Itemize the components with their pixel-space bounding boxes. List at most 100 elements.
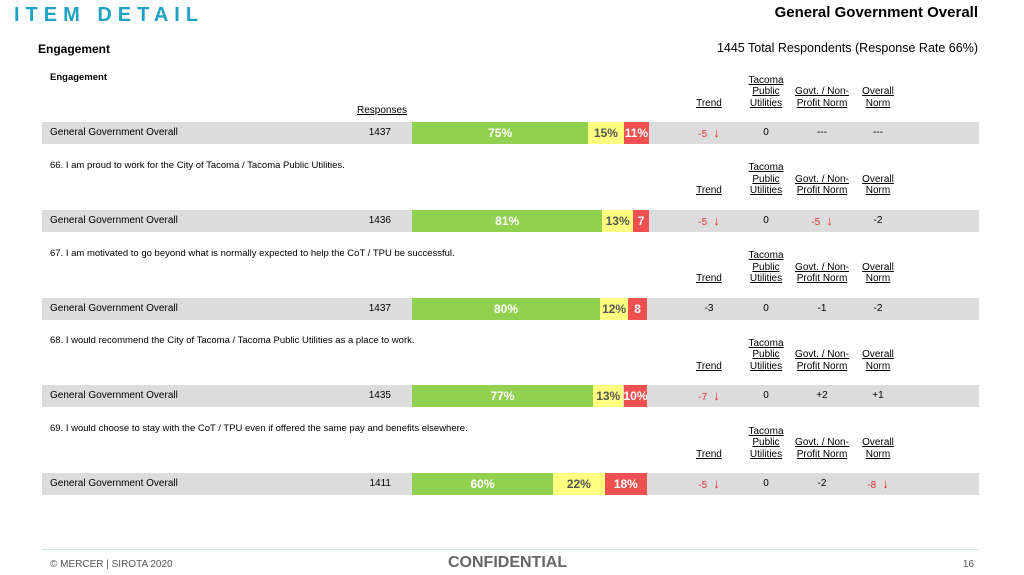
down-arrow: ↓ (826, 212, 833, 228)
bar-segment: 7 (632, 209, 650, 232)
bar-label: 60% (470, 477, 495, 492)
cell: -7 ↓ (679, 385, 739, 409)
bar-segment: 13% (592, 385, 624, 408)
bar-segment: 60% (412, 473, 553, 496)
cell-value: 0 (763, 302, 769, 314)
cell-value: -3 (704, 302, 714, 314)
cell: -8 ↓ (848, 473, 908, 497)
subject: General Government Overall (774, 4, 978, 21)
row-label: General Government Overall (50, 390, 178, 402)
bar-label: 13% (605, 213, 630, 228)
responses-header: Responses (357, 105, 408, 116)
row: General Government Overall 1437 80% 12% 8 -3 0… (42, 297, 979, 320)
respondents: 1445 Total Respondents (Response Rate 66… (716, 41, 978, 55)
cell: -1 (792, 298, 852, 320)
bar-label: 12% (602, 301, 627, 316)
column-header: Overall Norm (862, 437, 894, 460)
cell: 0 (736, 385, 796, 407)
cell-value: 0 (763, 127, 769, 138)
column-header: Overall Norm (862, 261, 894, 285)
confidential: CONFIDENTIAL (448, 554, 568, 571)
column-header: Overall Norm (862, 173, 894, 197)
row: General Government Overall 1411 60% 22% 18% -… (42, 473, 979, 497)
bar-segment: 18% (604, 473, 647, 496)
column-header: Govt. / Non-Profit Norm (795, 349, 849, 372)
cell-value: -8 (867, 480, 877, 492)
column-header: Tacoma Public Utilities (748, 250, 784, 285)
row: General Government Overall 1437 75% 15% 11% -… (42, 122, 979, 144)
bar-label: 11% (624, 126, 649, 140)
column-header: Govt. / Non-Profit Norm (795, 173, 849, 197)
down-arrow: ↓ (713, 212, 720, 228)
bar-segment: 80% (412, 297, 600, 320)
bar-label: 77% (490, 389, 515, 404)
responses: 1436 (368, 214, 391, 226)
cell-value: -5 (698, 216, 708, 228)
bar-label: 18% (613, 477, 638, 492)
cell-value: -5 (698, 480, 708, 492)
item-heading: 69. I would choose to stay with the CoT … (50, 423, 468, 435)
row: General Government Overall 1436 81% 13% 7 -5 ↓… (42, 209, 979, 234)
cell-value: --- (873, 127, 883, 138)
bar-segment: 8 (628, 297, 647, 320)
bar-segment: 77% (412, 385, 593, 408)
cell: -5 ↓ (792, 210, 852, 234)
responses: 1435 (368, 390, 391, 402)
item-heading: 68. I would recommend the City of Tacoma… (50, 335, 415, 347)
bar-segment: 75% (412, 122, 589, 144)
bar-label: 80% (493, 301, 519, 316)
bar-segment: 22% (553, 473, 605, 496)
column-header: Overall Norm (862, 349, 894, 372)
cell: 0 (736, 210, 796, 232)
column-header: Govt. / Non-Profit Norm (795, 437, 849, 460)
cell: -2 (848, 210, 908, 232)
cell-value: 0 (763, 214, 769, 226)
cell: +2 (792, 385, 852, 407)
cell: --- (848, 122, 908, 144)
bar-label: 10% (623, 389, 648, 404)
bar-segment: 13% (602, 209, 633, 232)
column-header: Trend (696, 97, 722, 109)
cell-value: +2 (816, 390, 828, 402)
cell-value: +1 (872, 390, 884, 402)
down-arrow: ↓ (713, 125, 720, 140)
column-header: Trend (696, 273, 722, 285)
cell-value: 0 (763, 478, 769, 490)
column-header: Tacoma Public Utilities (748, 425, 784, 460)
bar-label: 13% (596, 389, 621, 404)
cell: 0 (736, 122, 796, 144)
bar-segment: 10% (623, 385, 648, 408)
down-arrow: ↓ (882, 476, 889, 492)
copyright: © MERCER | SIROTA 2020 (50, 559, 173, 570)
cell: -5 ↓ (679, 210, 739, 234)
cell: 0 (736, 298, 796, 320)
cell: -2 (848, 298, 908, 320)
cell: +1 (848, 385, 908, 407)
column-header: Trend (696, 185, 722, 197)
cell-value: -5 (698, 129, 708, 140)
bar-label: 81% (495, 213, 520, 228)
bar-label: 15% (593, 126, 618, 140)
column-header: Govt. / Non-Profit Norm (795, 261, 849, 285)
bar-label: 8 (634, 301, 641, 316)
column-header: Govt. / Non-Profit Norm (795, 86, 849, 109)
cell-value: 0 (763, 390, 769, 402)
cell: -3 (679, 298, 739, 320)
cell-value: -1 (817, 302, 827, 314)
cell-value: -7 (698, 392, 708, 404)
footer-rule (42, 549, 979, 550)
row-label: General Government Overall (50, 127, 178, 138)
row-label: General Government Overall (50, 302, 178, 314)
item-heading: 66. I am proud to work for the City of T… (50, 159, 345, 171)
column-header: Overall Norm (862, 86, 894, 109)
cell: --- (792, 122, 852, 144)
down-arrow: ↓ (713, 388, 720, 404)
cell-value: --- (817, 127, 827, 138)
column-header: Trend (696, 448, 722, 460)
cell: -5 ↓ (679, 473, 739, 497)
item-heading: 67. I am motivated to go beyond what is … (50, 247, 455, 259)
responses: 1437 (368, 127, 391, 138)
bar-segment: 11% (623, 122, 650, 144)
row-label: General Government Overall (50, 478, 178, 490)
